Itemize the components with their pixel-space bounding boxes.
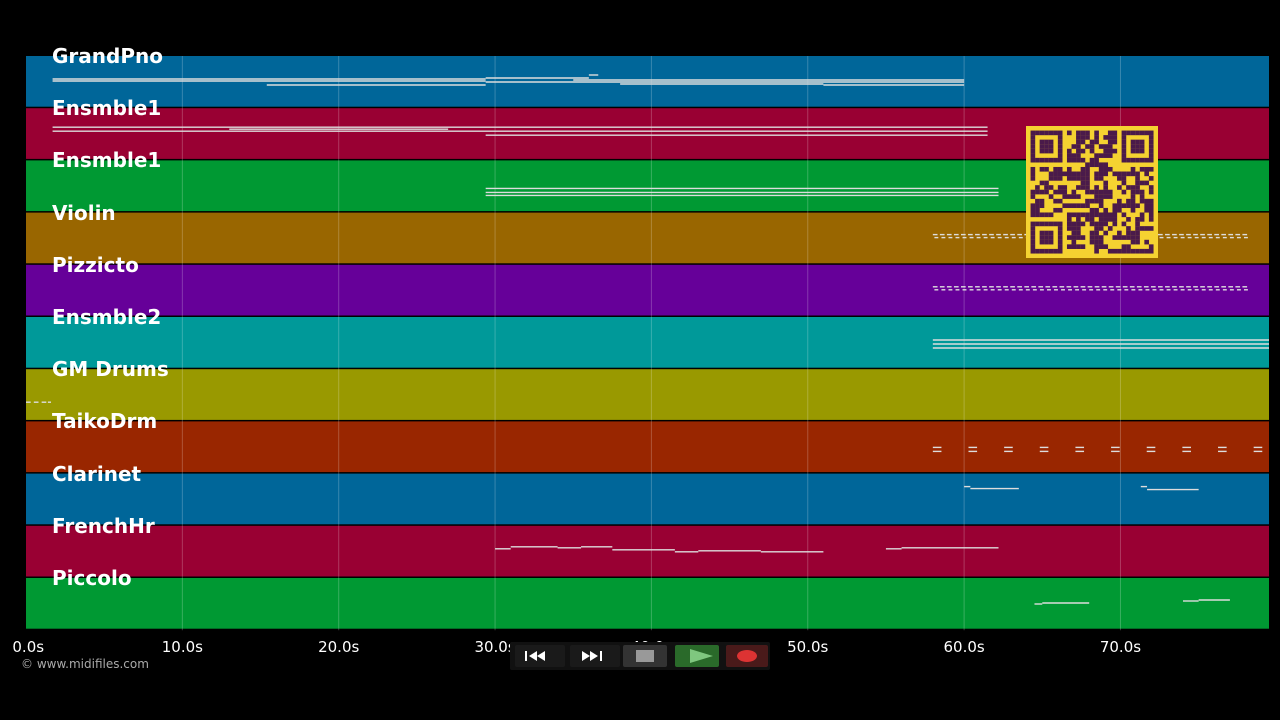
record-icon	[737, 650, 757, 662]
record-button[interactable]	[726, 645, 768, 667]
time-tick-label: 70.0s	[1099, 638, 1142, 656]
time-tick-label: 0.0s	[12, 638, 45, 656]
stop-button[interactable]	[623, 645, 667, 667]
track-lane	[26, 473, 1269, 525]
rewind-button[interactable]	[515, 645, 565, 667]
qr-code	[1026, 126, 1158, 258]
track-label: Ensmble1	[52, 148, 162, 173]
copyright-text: © www.midifiles.com	[21, 657, 149, 671]
track-label: Clarinet	[52, 461, 142, 486]
track-label: Piccolo	[52, 566, 132, 590]
time-tick-label: 30.0s	[474, 638, 516, 656]
track-label: GrandPno	[52, 44, 163, 68]
track-lane	[26, 525, 1269, 577]
play-icon	[690, 649, 713, 663]
track-label: Violin	[52, 200, 116, 225]
time-tick-label: 20.0s	[318, 638, 360, 656]
rewind-icon	[525, 651, 545, 661]
transport-controls	[510, 642, 770, 670]
track-lane	[26, 421, 1269, 473]
play-button[interactable]	[675, 645, 719, 667]
track-label: GM Drums	[52, 357, 169, 382]
track-label: Ensmble2	[52, 305, 162, 329]
fast-forward-icon	[582, 651, 602, 661]
fast-forward-button[interactable]	[570, 645, 620, 667]
track-label: TaikoDrm	[52, 409, 158, 434]
track-label: Ensmble1	[52, 96, 162, 121]
track-lane	[26, 317, 1269, 368]
time-tick-label: 50.0s	[787, 638, 829, 656]
track-label: Pizzicto	[52, 252, 139, 277]
time-tick-label: 10.0s	[161, 638, 203, 656]
track-label: FrenchHr	[52, 513, 155, 538]
time-tick-label: 60.0s	[943, 638, 985, 656]
stop-icon	[636, 650, 654, 662]
track-lane	[26, 369, 1269, 420]
